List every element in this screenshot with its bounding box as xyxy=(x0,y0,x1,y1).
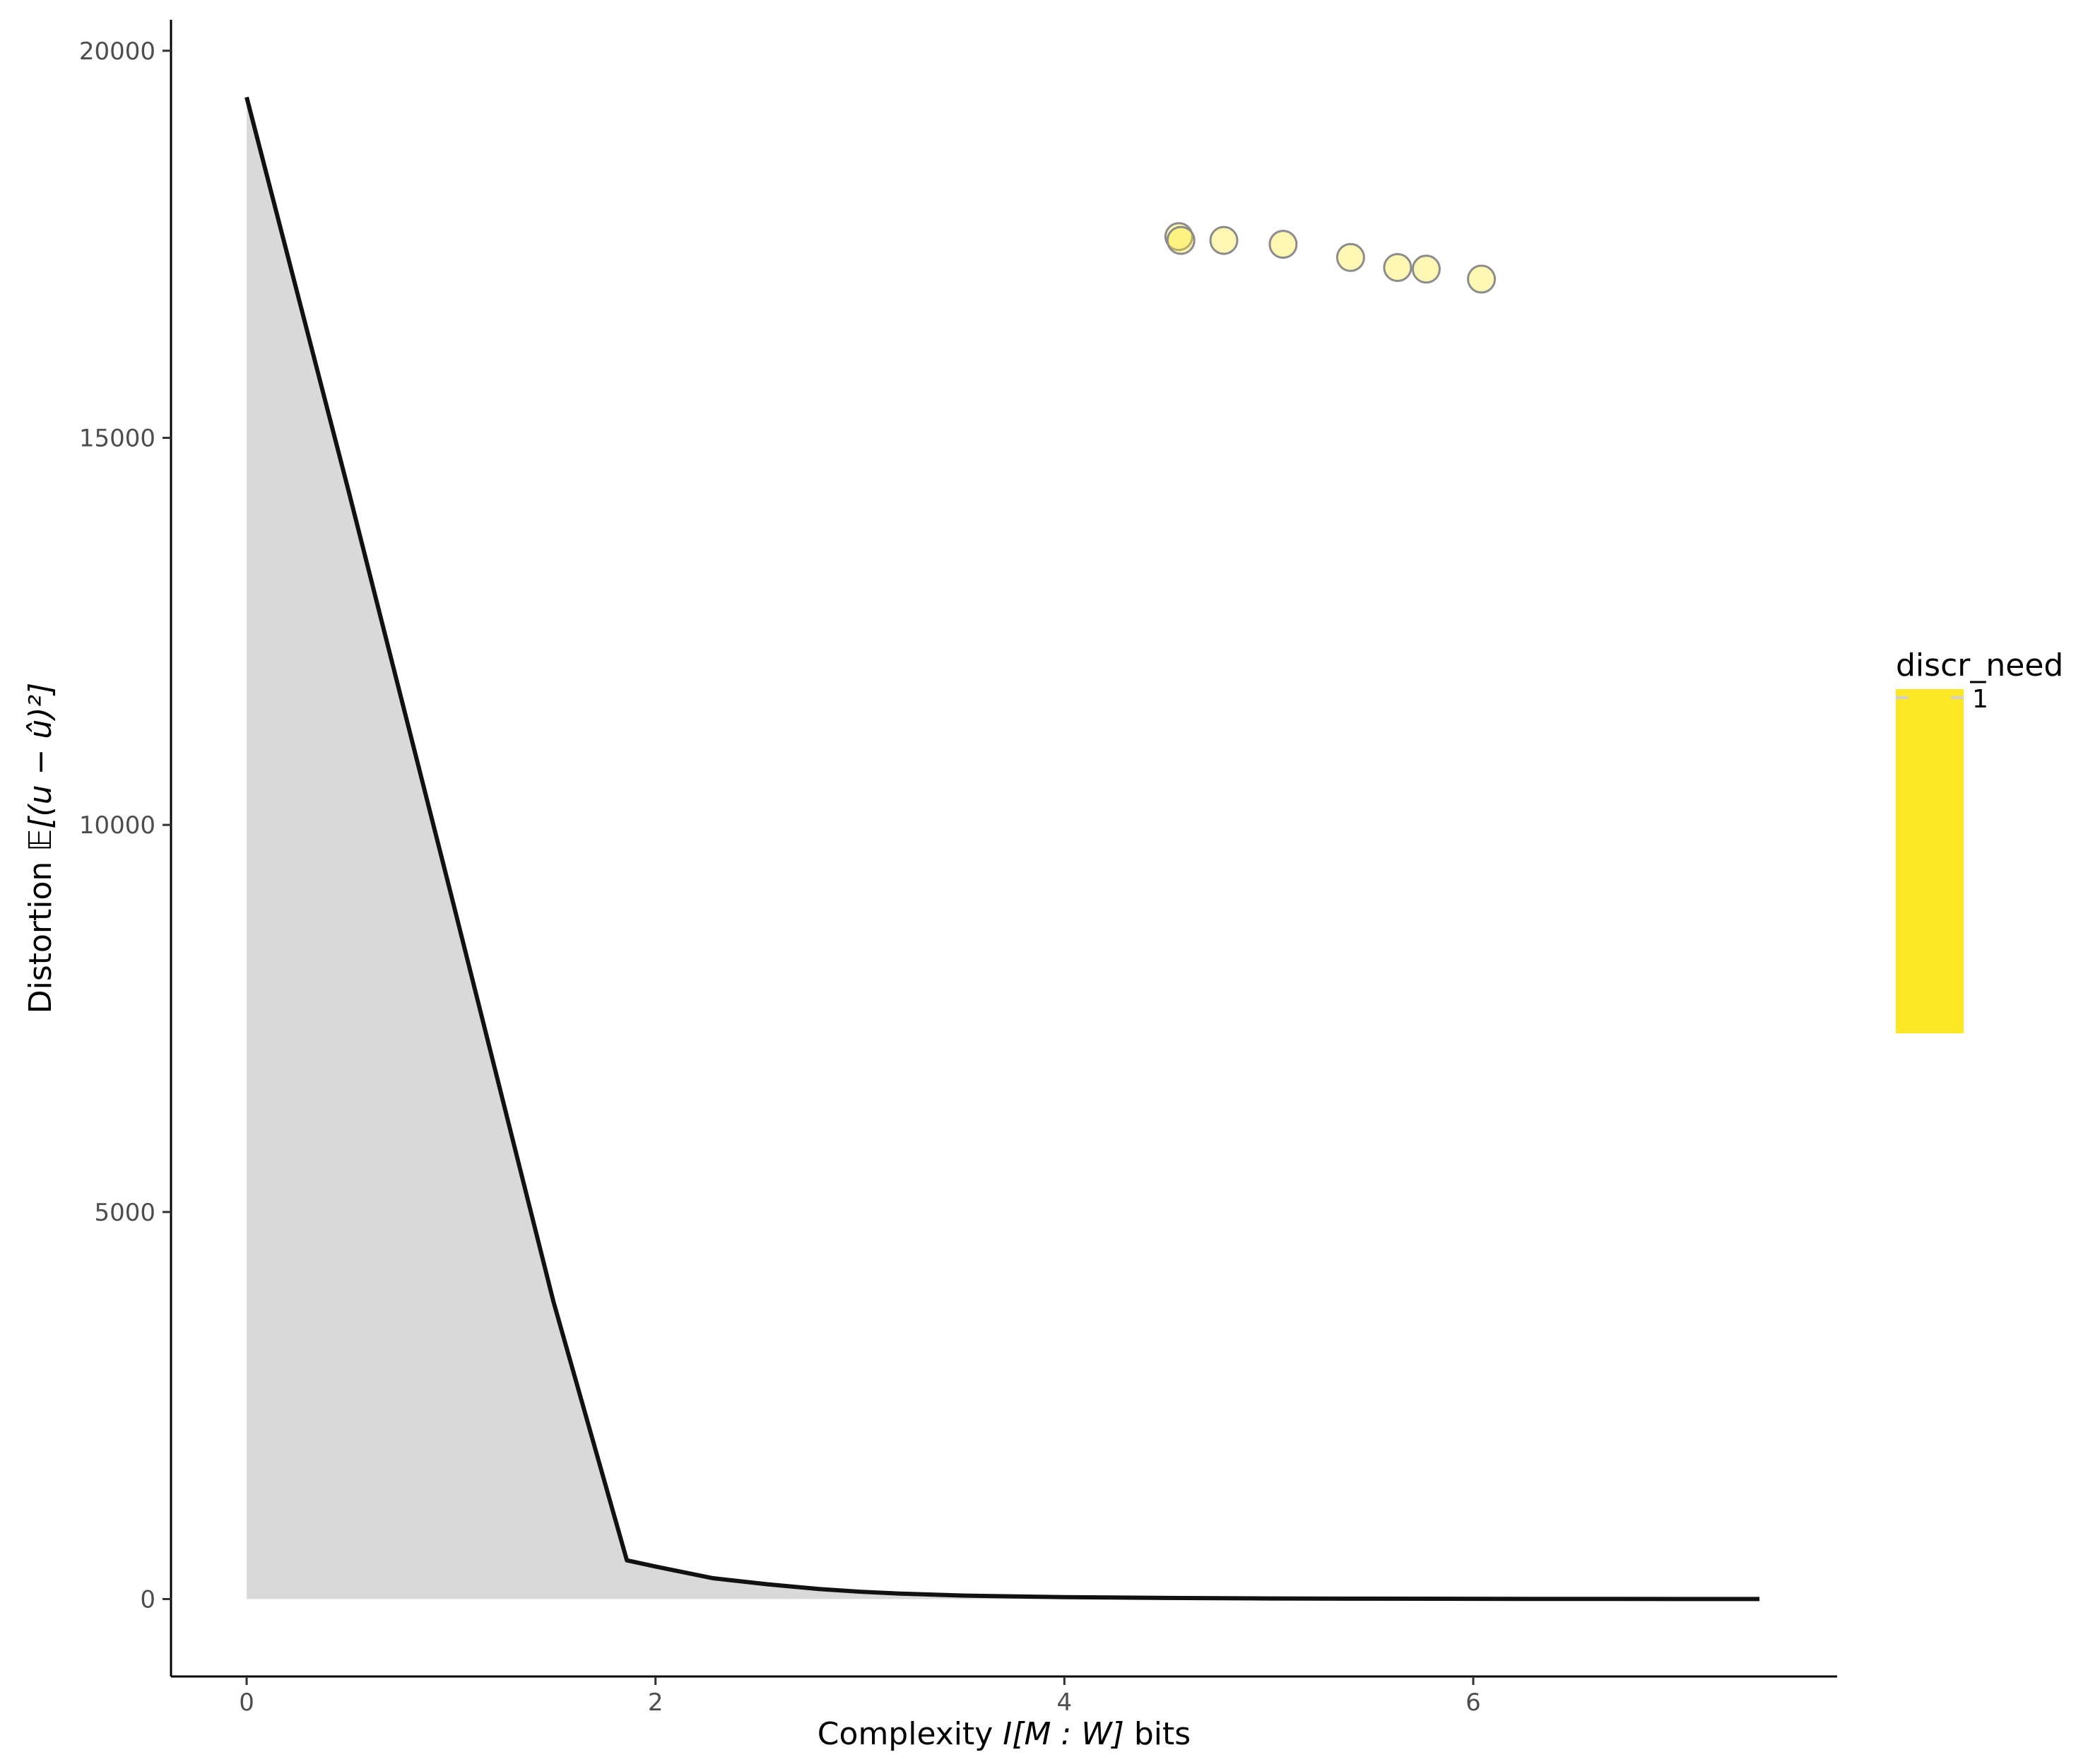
plot-area xyxy=(244,96,1760,1602)
x-axis-title: Complexity I[M : W] bits xyxy=(818,1716,1191,1752)
legend-colorbar xyxy=(1896,689,1964,1033)
legend-label: 1 xyxy=(1972,685,1988,714)
x-tick-label: 2 xyxy=(648,1688,663,1717)
scatter-point xyxy=(1335,242,1365,272)
scatter-point xyxy=(1383,253,1412,283)
legend-title: discr_need xyxy=(1896,647,2063,683)
y-tick-label: 5000 xyxy=(94,1199,155,1227)
y-tick-label: 10000 xyxy=(79,811,155,840)
y-tick-label: 20000 xyxy=(79,37,155,66)
curve-area xyxy=(247,97,1760,1599)
x-tick-label: 4 xyxy=(1057,1688,1073,1717)
scatter-point xyxy=(1467,264,1497,294)
x-tick-label: 0 xyxy=(239,1688,254,1717)
scatter-point xyxy=(1209,225,1239,255)
legend: discr_need 1 xyxy=(1896,647,2063,1033)
scatter-point xyxy=(1411,254,1441,284)
ticks: 0 2 4 6 0 5000 10000 15000 20000 xyxy=(79,37,1481,1717)
scatter-point xyxy=(1268,230,1298,259)
axes xyxy=(170,20,1837,1678)
y-axis-title: Distortion 𝔼[(u − û)²] xyxy=(23,683,59,1014)
y-tick-label: 0 xyxy=(140,1585,155,1614)
curve-line xyxy=(244,96,1760,1602)
x-tick-label: 6 xyxy=(1465,1688,1481,1717)
scatter-point xyxy=(1166,225,1196,255)
y-tick-label: 15000 xyxy=(79,424,155,452)
